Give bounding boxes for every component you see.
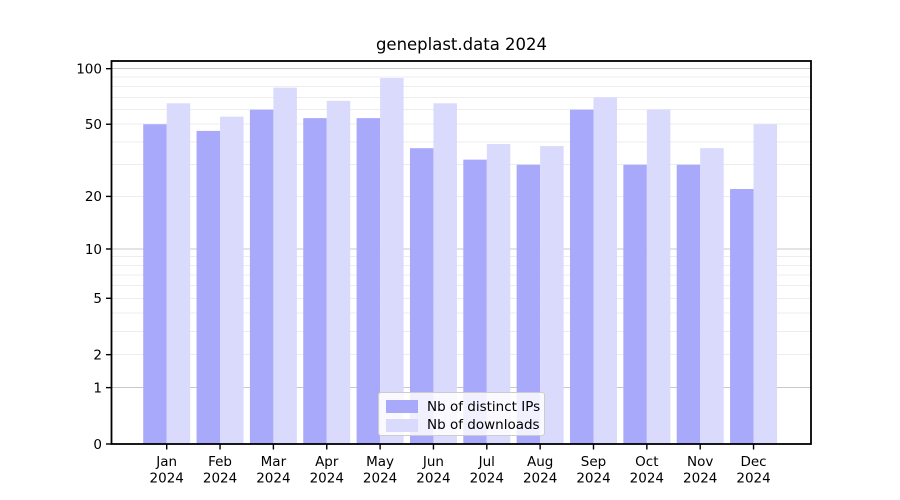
bar-nb-of-distinct-ips-nov-2024 [676,164,701,444]
legend-swatch-distinct-ips [386,400,418,414]
x-tick-label-month: Sep [581,454,606,470]
x-tick-label-year: 2024 [736,471,770,487]
x-tick-label-month: Oct [635,454,658,470]
legend-swatch-downloads [386,418,418,432]
x-tick-label-year: 2024 [310,471,344,487]
bar-nb-of-distinct-ips-dec-2024 [730,189,754,444]
x-tick-label-month: Feb [208,454,232,470]
y-tick-label: 10 [85,242,102,258]
y-tick-label: 1 [93,380,102,396]
x-tick-label-month: Jun [422,454,444,470]
legend-item-downloads: Nb of downloads [386,416,540,434]
x-tick-label-year: 2024 [630,471,664,487]
x-tick-label-year: 2024 [470,471,504,487]
bar-nb-of-downloads-nov-2024 [700,148,724,444]
x-tick-label-year: 2024 [523,471,557,487]
legend-item-distinct-ips: Nb of distinct IPs [386,398,541,416]
y-tick-label: 2 [93,347,102,363]
legend: Nb of distinct IPs Nb of downloads [378,392,545,436]
bar-nb-of-distinct-ips-oct-2024 [623,164,647,444]
x-tick-label-year: 2024 [150,471,184,487]
bar-nb-of-distinct-ips-may-2024 [356,118,381,444]
bar-nb-of-distinct-ips-sep-2024 [570,109,594,445]
x-tick-label-month: Jan [155,454,177,470]
legend-label-downloads: Nb of downloads [427,417,540,434]
bar-nb-of-downloads-jul-2024 [486,144,511,444]
legend-label-distinct-ips: Nb of distinct IPs [427,398,541,415]
bar-nb-of-distinct-ips-jun-2024 [409,148,434,444]
y-tick-label: 0 [93,437,102,453]
bar-nb-of-distinct-ips-jul-2024 [463,159,487,444]
bar-nb-of-downloads-oct-2024 [646,109,671,445]
bar-nb-of-distinct-ips-feb-2024 [196,130,221,444]
y-tick-label: 5 [93,291,102,307]
bar-nb-of-downloads-mar-2024 [273,87,297,445]
bar-nb-of-downloads-sep-2024 [593,97,617,445]
y-tick-label: 100 [76,61,102,77]
bar-nb-of-downloads-may-2024 [380,78,404,444]
x-tick-label-year: 2024 [416,471,450,487]
bar-nb-of-distinct-ips-jan-2024 [143,124,167,445]
bar-nb-of-distinct-ips-apr-2024 [303,118,327,444]
y-tick-label: 50 [85,117,102,133]
x-tick-label-year: 2024 [363,471,397,487]
x-tick-label-month: Mar [261,454,287,470]
x-tick-label-year: 2024 [683,471,717,487]
bar-nb-of-downloads-aug-2024 [540,146,564,445]
x-tick-label-year: 2024 [203,471,237,487]
x-tick-label-month: Apr [315,454,339,470]
bar-nb-of-distinct-ips-mar-2024 [249,109,274,445]
axes-spines [110,60,812,445]
x-tick-label-month: Nov [687,454,713,470]
y-tick-label: 20 [85,189,102,205]
x-tick-label-year: 2024 [576,471,610,487]
chart-title: geneplast.data 2024 [375,35,548,54]
bar-nb-of-downloads-dec-2024 [753,124,778,445]
bar-nb-of-distinct-ips-aug-2024 [516,164,541,444]
x-tick-label-year: 2024 [256,471,290,487]
x-tick-label-month: Aug [527,454,553,470]
x-tick-label-month: Jul [478,454,495,470]
x-tick-label-month: Dec [740,454,766,470]
x-tick-label-month: May [366,454,394,470]
bar-nb-of-downloads-jan-2024 [166,103,191,444]
bar-nb-of-downloads-apr-2024 [326,100,351,444]
bar-nb-of-downloads-feb-2024 [220,116,244,445]
bar-nb-of-downloads-jun-2024 [433,103,457,444]
